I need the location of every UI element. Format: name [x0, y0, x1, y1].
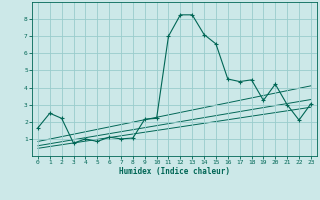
X-axis label: Humidex (Indice chaleur): Humidex (Indice chaleur) [119, 167, 230, 176]
